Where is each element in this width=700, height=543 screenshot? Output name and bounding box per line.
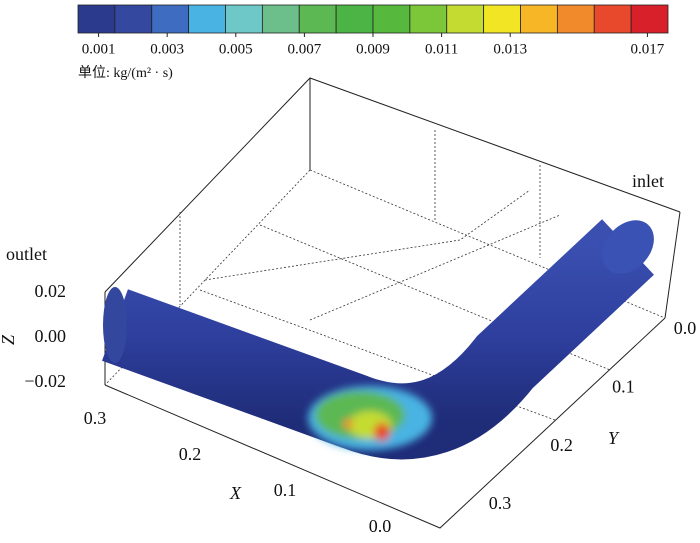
colorbar-swatch xyxy=(77,4,116,34)
y-tick-label: 0.0 xyxy=(674,318,697,338)
x-axis-title: X xyxy=(229,483,242,503)
colorbar-swatch xyxy=(225,4,263,34)
x-tick-label: 0.2 xyxy=(179,444,202,464)
z-axis-title: Z xyxy=(0,334,18,345)
colorbar-tick-label: 0.007 xyxy=(288,41,322,57)
colorbar-swatch xyxy=(520,4,558,34)
unit-label: 单位: kg/(m² · s) xyxy=(78,65,173,81)
colorbar-tick-label: 0.013 xyxy=(493,41,527,57)
x-tick-label: 0.3 xyxy=(84,408,107,428)
colorbar-swatch xyxy=(114,4,153,34)
colorbar-tick-label: 0.005 xyxy=(219,41,253,57)
inlet-label: inlet xyxy=(632,171,664,191)
y-tick-label: 0.3 xyxy=(489,493,512,513)
z-tick-label: 0.00 xyxy=(35,326,67,346)
pipe xyxy=(102,219,654,460)
x-tick-label: 0.0 xyxy=(369,516,392,536)
colorbar-swatch xyxy=(188,4,226,34)
y-axis-title: Y xyxy=(608,428,620,448)
colorbar-tick-label: 0.003 xyxy=(150,41,184,57)
colorbar-swatch xyxy=(151,4,190,34)
colorbar-swatch xyxy=(556,4,595,34)
colorbar-swatch xyxy=(446,4,485,34)
z-tick-label: 0.02 xyxy=(35,281,67,301)
colorbar-tick-label: 0.009 xyxy=(356,41,390,57)
axis-ticks: 0.3 0.2 0.1 0.0 0.0 0.1 0.2 0.3 0.02 0.00 −0.02 xyxy=(24,281,696,536)
colorbar-swatch xyxy=(372,4,411,34)
colorbar-tick-label: 0.017 xyxy=(631,41,665,57)
colorbar-swatch xyxy=(409,4,448,34)
colorbar-swatch xyxy=(298,4,337,34)
y-tick-label: 0.2 xyxy=(550,435,573,455)
outlet-label: outlet xyxy=(6,244,47,264)
colorbar-swatch xyxy=(335,4,374,34)
colorbar-swatch xyxy=(483,4,521,34)
colorbar-swatch xyxy=(261,4,300,34)
y-tick-label: 0.1 xyxy=(612,376,635,396)
x-tick-label: 0.1 xyxy=(274,480,297,500)
colorbar-tick-label: 0.011 xyxy=(425,41,458,57)
colorbar-tick-label: 0.001 xyxy=(82,41,116,57)
colorbar: 0.001 0.003 0.005 0.007 0.009 0.011 0.013 0.017 xyxy=(77,4,669,57)
colorbar-swatch xyxy=(593,4,632,34)
z-tick-label: −0.02 xyxy=(24,371,66,391)
colorbar-swatch xyxy=(630,4,669,34)
